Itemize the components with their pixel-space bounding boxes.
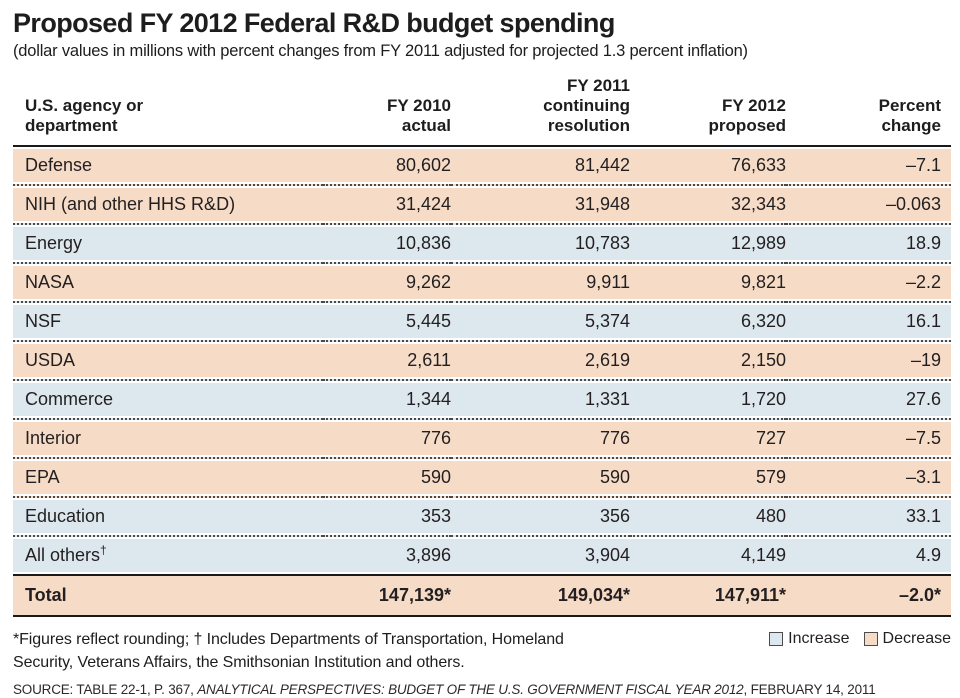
value-cell-fy2012: 1,720: [630, 380, 786, 421]
column-header-agency: U.S. agency or department: [13, 76, 323, 148]
source-publication: ANALYTICAL PERSPECTIVES: BUDGET OF THE U…: [197, 681, 744, 697]
value-cell-fy2012: 480: [630, 497, 786, 538]
agency-cell: Education: [13, 497, 323, 538]
value-cell-fy2010: 1,344: [323, 380, 451, 421]
table-row: NASA 9,262 9,911 9,821 –2.2: [13, 263, 951, 304]
agency-cell: NIH (and other HHS R&D): [13, 185, 323, 226]
legend-label-decrease: Decrease: [882, 630, 951, 648]
value-cell-pct: 27.6: [786, 380, 951, 421]
table-row: Education 353 356 480 33.1: [13, 497, 951, 538]
value-cell-fy2012: 2,150: [630, 341, 786, 382]
table-footer: *Figures reflect rounding; † Includes De…: [13, 628, 951, 674]
value-cell-fy2011: 5,374: [451, 302, 630, 343]
value-cell-pct: 33.1: [786, 497, 951, 538]
value-cell-fy2012: 4,149: [630, 536, 786, 577]
value-cell-pct: –0.063: [786, 185, 951, 226]
column-header-fy2012: FY 2012 proposed: [630, 76, 786, 148]
value-cell-fy2012: 579: [630, 458, 786, 499]
column-header-fy2011: FY 2011 continuing resolution: [451, 76, 630, 148]
dagger-footnote-marker: †: [100, 543, 107, 558]
value-cell-fy2012: 6,320: [630, 302, 786, 343]
value-cell-fy2011: 590: [451, 458, 630, 499]
table-row: Interior 776 776 727 –7.5: [13, 419, 951, 460]
value-cell-fy2011: 2,619: [451, 341, 630, 382]
legend-item-decrease: Decrease: [863, 630, 951, 648]
value-cell-fy2010: 10,836: [323, 224, 451, 265]
value-cell-fy2012: 32,343: [630, 185, 786, 226]
value-cell-pct: 18.9: [786, 224, 951, 265]
source-suffix: , FEBRUARY 14, 2011: [743, 681, 876, 697]
value-cell-fy2011: 149,034*: [451, 574, 630, 618]
column-header-fy2010: FY 2010 actual: [323, 76, 451, 148]
legend: Increase Decrease: [769, 628, 951, 648]
table-row: Defense 80,602 81,442 76,633 –7.1: [13, 146, 951, 187]
legend-item-increase: Increase: [769, 630, 850, 648]
decrease-swatch-icon: [863, 632, 878, 647]
value-cell-fy2011: 31,948: [451, 185, 630, 226]
value-cell-fy2011: 10,783: [451, 224, 630, 265]
value-cell-fy2010: 31,424: [323, 185, 451, 226]
table-row: Energy 10,836 10,783 12,989 18.9: [13, 224, 951, 265]
table-row: NIH (and other HHS R&D) 31,424 31,948 32,34…: [13, 185, 951, 226]
increase-swatch-icon: [769, 632, 784, 647]
value-cell-fy2010: 590: [323, 458, 451, 499]
table-header-row: U.S. agency or department FY 2010 actual F…: [13, 76, 951, 148]
agency-cell: NASA: [13, 263, 323, 304]
value-cell-fy2010: 353: [323, 497, 451, 538]
source-prefix: SOURCE: TABLE 22-1, P. 367,: [13, 681, 198, 697]
value-cell-pct: 4.9: [786, 536, 951, 577]
value-cell-fy2010: 776: [323, 419, 451, 460]
value-cell-pct: –7.5: [786, 419, 951, 460]
column-header-pct: Percent change: [786, 76, 951, 148]
value-cell-fy2012: 727: [630, 419, 786, 460]
value-cell-pct: –3.1: [786, 458, 951, 499]
value-cell-fy2011: 776: [451, 419, 630, 460]
agency-cell: USDA: [13, 341, 323, 382]
page-title: Proposed FY 2012 Federal R&D budget spen…: [13, 8, 615, 38]
value-cell-fy2011: 9,911: [451, 263, 630, 304]
agency-cell: Total: [13, 574, 323, 618]
budget-table: U.S. agency or department FY 2010 actual F…: [13, 76, 951, 618]
table-row: Commerce 1,344 1,331 1,720 27.6: [13, 380, 951, 421]
agency-cell: All others†: [13, 536, 323, 577]
value-cell-fy2012: 147,911*: [630, 574, 786, 618]
table-row: All others† 3,896 3,904 4,149 4.9: [13, 536, 951, 577]
value-cell-pct: –2.2: [786, 263, 951, 304]
agency-cell: EPA: [13, 458, 323, 499]
value-cell-fy2010: 3,896: [323, 536, 451, 577]
legend-label-increase: Increase: [788, 630, 850, 648]
agency-cell: Energy: [13, 224, 323, 265]
value-cell-pct: –19: [786, 341, 951, 382]
value-cell-fy2012: 76,633: [630, 146, 786, 187]
table-row: NSF 5,445 5,374 6,320 16.1: [13, 302, 951, 343]
value-cell-fy2011: 356: [451, 497, 630, 538]
value-cell-pct: –7.1: [786, 146, 951, 187]
page-subtitle: (dollar values in millions with percent …: [13, 42, 748, 61]
value-cell-fy2011: 3,904: [451, 536, 630, 577]
value-cell-fy2012: 9,821: [630, 263, 786, 304]
agency-cell: Defense: [13, 146, 323, 187]
total-row: Total 147,139* 149,034* 147,911* –2.0*: [13, 574, 951, 618]
value-cell-fy2010: 5,445: [323, 302, 451, 343]
source-line: SOURCE: TABLE 22-1, P. 367, ANALYTICAL P…: [13, 682, 950, 697]
value-cell-fy2012: 12,989: [630, 224, 786, 265]
table-header: U.S. agency or department FY 2010 actual F…: [13, 76, 951, 148]
value-cell-fy2010: 2,611: [323, 341, 451, 382]
value-cell-fy2011: 81,442: [451, 146, 630, 187]
agency-cell: NSF: [13, 302, 323, 343]
value-cell-pct: 16.1: [786, 302, 951, 343]
table-row: EPA 590 590 579 –3.1: [13, 458, 951, 499]
value-cell-pct: –2.0*: [786, 574, 951, 618]
table-row: USDA 2,611 2,619 2,150 –19: [13, 341, 951, 382]
value-cell-fy2011: 1,331: [451, 380, 630, 421]
agency-cell: Commerce: [13, 380, 323, 421]
value-cell-fy2010: 80,602: [323, 146, 451, 187]
value-cell-fy2010: 9,262: [323, 263, 451, 304]
agency-cell: Interior: [13, 419, 323, 460]
value-cell-fy2010: 147,139*: [323, 574, 451, 618]
footnote: *Figures reflect rounding; † Includes De…: [13, 631, 564, 672]
